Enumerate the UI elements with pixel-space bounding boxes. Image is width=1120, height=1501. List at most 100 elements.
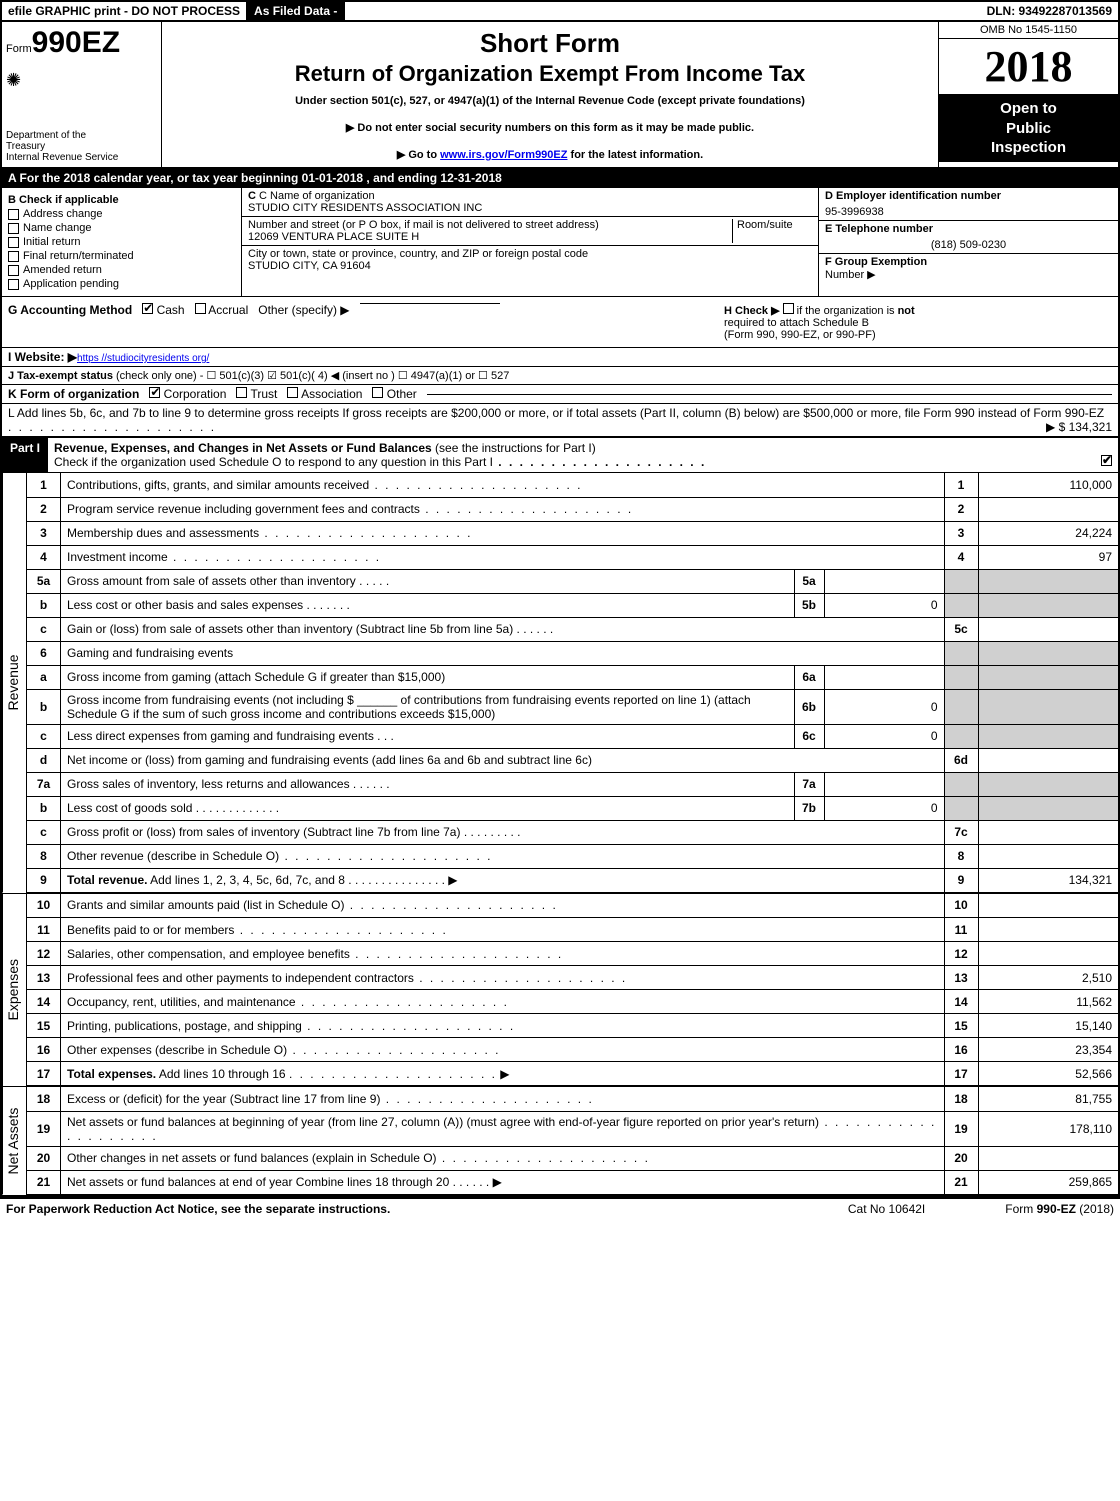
column-c-org-info: C C Name of organization STUDIO CITY RES…: [242, 188, 818, 296]
line-3: 3Membership dues and assessments324,224: [27, 521, 1119, 545]
org-name-value: STUDIO CITY RESIDENTS ASSOCIATION INC: [248, 202, 812, 214]
k-label: K Form of organization: [8, 387, 139, 401]
line-9: 9Total revenue. Add lines 1, 2, 3, 4, 5c…: [27, 868, 1119, 892]
oti-line3: Inspection: [943, 138, 1114, 158]
chk-association[interactable]: Association: [287, 387, 362, 401]
open-to-inspection: Open to Public Inspection: [939, 95, 1118, 162]
expenses-section: Expenses 10Grants and similar amounts pa…: [2, 894, 1118, 1088]
checkbox-icon: [8, 209, 19, 220]
other-specify-input[interactable]: [360, 303, 500, 304]
line-5c: cGain or (loss) from sale of assets othe…: [27, 617, 1119, 641]
revenue-table: 1Contributions, gifts, grants, and simil…: [26, 473, 1118, 893]
line-2: 2Program service revenue including gover…: [27, 497, 1119, 521]
line-7b: bLess cost of goods sold . . . . . . . .…: [27, 796, 1119, 820]
oti-line1: Open to: [943, 99, 1114, 119]
chk-accrual[interactable]: Accrual: [195, 303, 249, 317]
header-center: Short Form Return of Organization Exempt…: [162, 22, 938, 167]
line-1: 1Contributions, gifts, grants, and simil…: [27, 473, 1119, 497]
row-a-tax-year: A For the 2018 calendar year, or tax yea…: [2, 169, 1118, 188]
line-10: 10Grants and similar amounts paid (list …: [27, 894, 1119, 918]
form-of-org-row: K Form of organization Corporation Trust…: [2, 385, 1118, 404]
checkbox-icon: [195, 303, 206, 314]
chk-initial-return[interactable]: Initial return: [8, 236, 235, 248]
accounting-method: G Accounting Method Cash Accrual Other (…: [2, 297, 718, 347]
tax-year-begin: 01-01-2018: [302, 171, 363, 185]
other-org-input[interactable]: [427, 394, 1112, 395]
page-footer: For Paperwork Reduction Act Notice, see …: [0, 1199, 1120, 1219]
chk-corporation[interactable]: Corporation: [149, 387, 226, 401]
line-11: 11Benefits paid to or for members11: [27, 918, 1119, 942]
expenses-table: 10Grants and similar amounts paid (list …: [26, 894, 1118, 1087]
treasury-seal-icon: ✺: [6, 70, 157, 91]
part-i-badge: Part I: [2, 438, 48, 472]
header-right: OMB No 1545-1150 2018 Open to Public Ins…: [938, 22, 1118, 167]
part-i-header-row: Part I Revenue, Expenses, and Changes in…: [2, 438, 1118, 473]
dept-line2: Treasury: [6, 141, 157, 152]
form-number: Form990EZ: [6, 26, 157, 60]
checkbox-icon[interactable]: [783, 303, 794, 314]
room-suite-label: Room/suite: [732, 219, 812, 243]
line-8: 8Other revenue (describe in Schedule O)8: [27, 844, 1119, 868]
line-5b: bLess cost or other basis and sales expe…: [27, 593, 1119, 617]
h-text1: if the organization is: [797, 305, 895, 317]
chk-cash[interactable]: Cash: [142, 303, 184, 317]
as-filed-badge: As Filed Data -: [246, 2, 345, 20]
checkbox-icon: [8, 251, 19, 262]
gross-receipts-row: L Add lines 5b, 6c, and 7b to line 9 to …: [2, 404, 1118, 438]
tax-year-end: 12-31-2018: [440, 171, 501, 185]
website-link[interactable]: https //studiocityresidents org/: [77, 353, 209, 364]
cat-number: Cat No 10642I: [848, 1202, 925, 1216]
form-header: Form990EZ ✺ Department of the Treasury I…: [2, 22, 1118, 169]
city-label: City or town, state or province, country…: [248, 248, 812, 260]
paperwork-notice: For Paperwork Reduction Act Notice, see …: [6, 1202, 390, 1216]
instr2-pre: ▶ Go to: [397, 149, 440, 161]
checkbox-icon: [287, 387, 298, 398]
h-not: not: [898, 305, 915, 317]
init-label: Initial return: [23, 236, 80, 248]
checkbox-checked-icon[interactable]: [1101, 455, 1112, 466]
schedule-b-check: H Check ▶ if the organization is not req…: [718, 297, 1118, 347]
chk-trust[interactable]: Trust: [236, 387, 277, 401]
short-form-title: Short Form: [172, 28, 928, 59]
chk-name-change[interactable]: Name change: [8, 222, 235, 234]
line-17: 17Total expenses. Add lines 10 through 1…: [27, 1062, 1119, 1086]
row-a-mid: , and ending: [363, 171, 440, 185]
irs-link[interactable]: www.irs.gov/Form990EZ: [440, 149, 567, 161]
l-text: L Add lines 5b, 6c, and 7b to line 9 to …: [8, 406, 1104, 420]
checkbox-checked-icon: [142, 303, 153, 314]
form-ref: Form 990-EZ (2018): [1005, 1202, 1114, 1216]
line-7c: cGross profit or (loss) from sales of in…: [27, 820, 1119, 844]
instruction-1: ▶ Do not enter social security numbers o…: [172, 121, 928, 134]
dln-number: DLN: 93492287013569: [981, 2, 1118, 20]
checkbox-icon: [8, 279, 19, 290]
g-label: G Accounting Method: [8, 303, 132, 317]
oti-line2: Public: [943, 119, 1114, 139]
net-assets-label: Net Assets: [2, 1087, 26, 1195]
chk-final-return[interactable]: Final return/terminated: [8, 250, 235, 262]
line-12: 12Salaries, other compensation, and empl…: [27, 942, 1119, 966]
dept-line1: Department of the: [6, 130, 157, 141]
chk-amended-return[interactable]: Amended return: [8, 264, 235, 276]
column-b-checkboxes: B Check if applicable Address change Nam…: [2, 188, 242, 296]
i-label: I Website: ▶: [8, 350, 77, 364]
line-6: 6Gaming and fundraising events: [27, 641, 1119, 665]
gross-receipts-amount: ▶ $ 134,321: [1046, 420, 1112, 434]
line-15: 15Printing, publications, postage, and s…: [27, 1014, 1119, 1038]
chk-address-change[interactable]: Address change: [8, 208, 235, 220]
line-7a: 7aGross sales of inventory, less returns…: [27, 772, 1119, 796]
chk-other-org[interactable]: Other: [372, 387, 416, 401]
checkbox-icon: [372, 387, 383, 398]
phone-row: E Telephone number (818) 509-0230: [819, 221, 1118, 254]
other-specify: Other (specify) ▶: [258, 303, 349, 317]
j-text: (check only one) - ☐ 501(c)(3) ☑ 501(c)(…: [113, 370, 509, 382]
line-6d: dNet income or (loss) from gaming and fu…: [27, 748, 1119, 772]
phone-value: (818) 509-0230: [825, 239, 1112, 251]
org-name-row: C C Name of organization STUDIO CITY RES…: [242, 188, 818, 217]
tax-year: 2018: [939, 39, 1118, 95]
chk-application-pending[interactable]: Application pending: [8, 278, 235, 290]
revenue-label: Revenue: [2, 473, 26, 893]
form-number-big: 990EZ: [32, 26, 120, 59]
ein-label: D Employer identification number: [825, 190, 1112, 202]
name-label: Name change: [23, 222, 92, 234]
h-label: H Check ▶: [724, 305, 780, 317]
